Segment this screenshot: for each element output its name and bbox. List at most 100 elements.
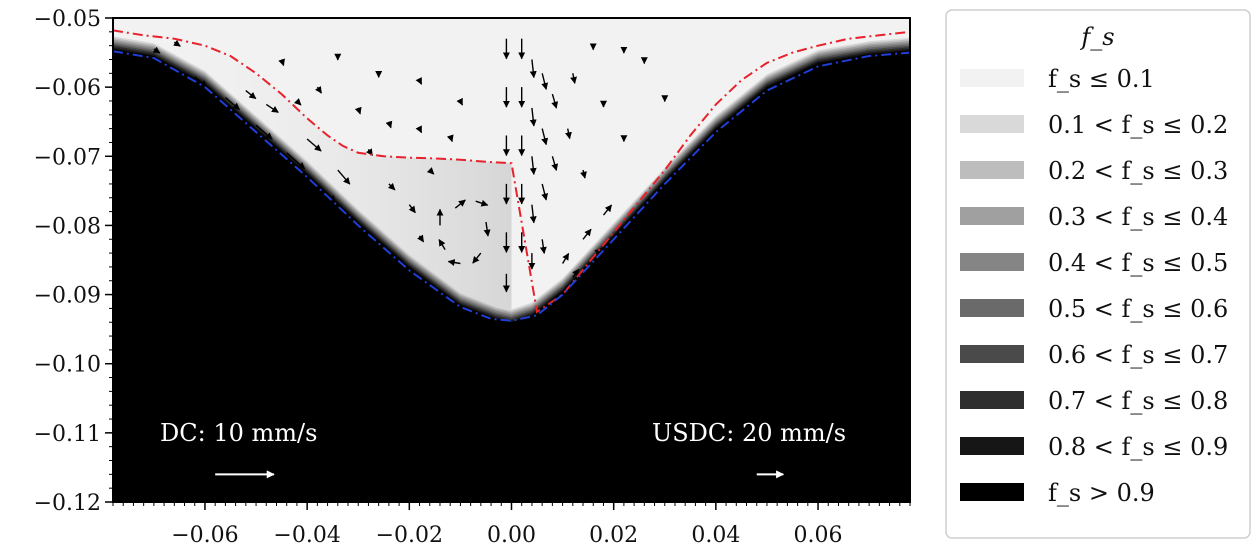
- velocity-vector: [551, 93, 559, 109]
- y-axis-tick-labels: −0.05 −0.06 −0.07 −0.08 −0.09 −0.10 −0.11 −0.12: [34, 7, 101, 516]
- legend-swatch: [960, 253, 1024, 271]
- velocity-vector: [541, 128, 549, 146]
- legend-label: 0.3 < f_s ≤ 0.4: [1048, 203, 1228, 231]
- y-tick-label: −0.11: [34, 422, 101, 447]
- solid-region: [113, 61, 910, 502]
- velocity-vector: [541, 73, 549, 90]
- legend-label: f_s ≤ 0.1: [1048, 65, 1155, 93]
- velocity-vector: [194, 76, 208, 88]
- x-tick-label: −0.06: [171, 523, 238, 548]
- velocity-vector: [415, 125, 423, 134]
- velocity-vector: [314, 85, 322, 94]
- x-tick-label: 0.06: [794, 523, 843, 548]
- legend-label: 0.1 < f_s ≤ 0.2: [1048, 111, 1228, 139]
- velocity-vector: [354, 106, 362, 115]
- velocity-vector: [551, 156, 559, 171]
- x-tick-label: 0.00: [487, 523, 536, 548]
- velocity-vector: [475, 199, 489, 207]
- velocity-vector: [214, 114, 226, 128]
- legend-swatch: [960, 69, 1024, 87]
- velocity-vector: [316, 183, 336, 203]
- axis-ticks: [105, 17, 911, 510]
- y-tick-label: −0.12: [34, 491, 101, 516]
- velocity-vector: [378, 242, 394, 262]
- legend-swatch: [960, 161, 1024, 179]
- y-tick-label: −0.10: [34, 353, 101, 378]
- velocity-vector: [602, 204, 613, 216]
- legend-label: f_s > 0.9: [1048, 479, 1155, 507]
- velocity-vector: [447, 259, 461, 266]
- legend-label: 0.2 < f_s ≤ 0.3: [1048, 157, 1228, 185]
- velocity-vector: [173, 39, 181, 47]
- x-axis-tick-labels: −0.06 −0.04 −0.02 0.00 0.02 0.04 0.06: [171, 523, 842, 548]
- velocity-vector: [472, 252, 482, 264]
- legend-swatch: [960, 207, 1024, 225]
- velocity-vector: [387, 182, 396, 191]
- legend: f_s f_s ≤ 0.1 0.1 < f_s ≤ 0.2 0.2 < f_s ≤ …: [945, 9, 1251, 539]
- velocity-vector: [529, 156, 537, 175]
- y-tick-label: −0.09: [34, 284, 101, 309]
- x-tick-label: 0.02: [589, 523, 638, 548]
- velocity-vector: [580, 169, 587, 179]
- velocity-vector: [454, 199, 466, 209]
- velocity-vector: [529, 59, 537, 79]
- legend-swatch: [960, 299, 1024, 317]
- velocity-vector: [408, 204, 416, 214]
- velocity-vector: [306, 138, 322, 152]
- velocity-vector: [385, 120, 393, 129]
- velocity-vector: [582, 228, 592, 240]
- y-tick-label: −0.07: [34, 145, 101, 170]
- velocity-vector: [529, 204, 537, 224]
- velocity-vector: [415, 76, 423, 85]
- blue-isoline: [113, 50, 910, 322]
- legend-label: 0.6 < f_s ≤ 0.7: [1048, 341, 1228, 369]
- velocity-vector: [456, 97, 464, 106]
- velocity-vector: [278, 58, 285, 67]
- velocity-vector: [561, 252, 570, 264]
- velocity-vector: [286, 152, 306, 170]
- red-isoline: [113, 29, 910, 314]
- y-tick-label: −0.06: [34, 76, 101, 101]
- velocity-vector: [255, 124, 273, 140]
- y-tick-label: −0.08: [34, 214, 101, 239]
- legend-label: 0.8 < f_s ≤ 0.9: [1048, 433, 1228, 461]
- velocity-vector: [224, 96, 240, 111]
- velocity-vector: [446, 134, 454, 143]
- velocity-vector: [565, 128, 572, 140]
- legend-label: 0.4 < f_s ≤ 0.5: [1048, 249, 1228, 277]
- velocity-vector: [572, 268, 580, 278]
- x-tick-label: −0.02: [376, 523, 443, 548]
- velocity-vector: [539, 239, 547, 254]
- velocity-vector: [417, 234, 425, 243]
- velocity-vector: [337, 169, 351, 185]
- legend-swatch: [960, 437, 1024, 455]
- legend-swatch: [960, 483, 1024, 501]
- velocity-vector: [438, 238, 446, 250]
- legend-swatch: [960, 115, 1024, 133]
- series-lines: [113, 29, 910, 322]
- x-tick-label: 0.04: [691, 523, 740, 548]
- velocity-vector: [529, 107, 537, 127]
- velocity-vector: [570, 73, 577, 84]
- legend-label: 0.5 < f_s ≤ 0.6: [1048, 295, 1228, 323]
- usdc-annotation: USDC: 20 mm/s: [652, 419, 846, 447]
- legend-swatch: [960, 345, 1024, 363]
- velocity-vector: [541, 183, 549, 201]
- velocity-vector: [245, 90, 257, 100]
- velocity-vector: [426, 167, 435, 175]
- dc-annotation: DC: 10 mm/s: [160, 419, 317, 447]
- legend-title: f_s: [1079, 23, 1114, 51]
- velocity-vector: [483, 221, 491, 237]
- legend-label: 0.7 < f_s ≤ 0.8: [1048, 387, 1228, 415]
- solid-fraction-bands: [113, 36, 910, 502]
- x-tick-label: −0.04: [273, 523, 340, 548]
- legend-entries: f_s ≤ 0.1 0.1 < f_s ≤ 0.2 0.2 < f_s ≤ 0.3 0…: [960, 65, 1228, 507]
- velocity-vector: [293, 98, 302, 106]
- velocity-vector: [152, 46, 161, 54]
- plot-area: [113, 18, 910, 502]
- y-tick-label: −0.05: [34, 7, 101, 32]
- velocity-vector-field: [152, 38, 669, 293]
- velocity-vector: [265, 103, 279, 113]
- legend-swatch: [960, 391, 1024, 409]
